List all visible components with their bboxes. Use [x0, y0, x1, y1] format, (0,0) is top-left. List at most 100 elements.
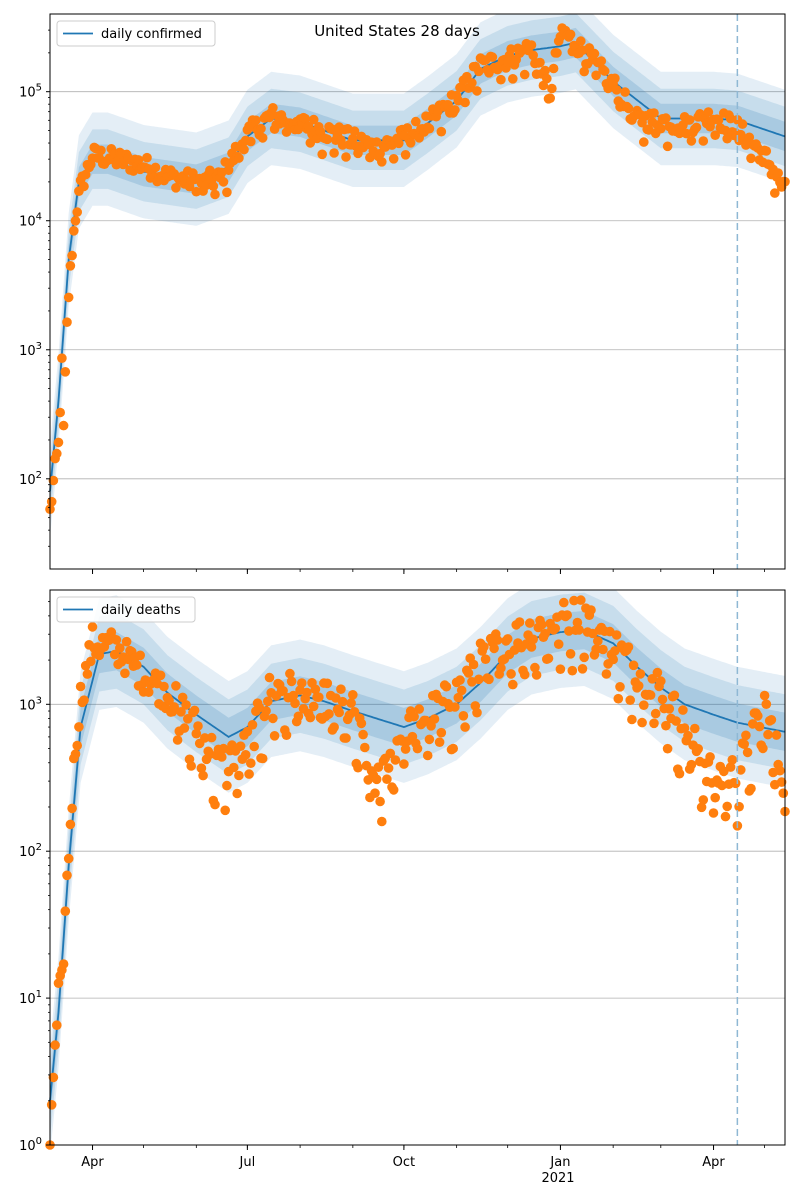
- bottom-observed-point: [574, 625, 584, 635]
- bottom-observed-point: [705, 752, 715, 762]
- bottom-observed-point: [484, 674, 494, 685]
- bottom-observed-point: [388, 785, 399, 795]
- bottom-observed-point: [257, 753, 268, 764]
- top-observed-point: [496, 74, 506, 85]
- top-observed-point: [424, 123, 435, 134]
- bottom-observed-point: [314, 692, 324, 702]
- bottom-observed-point: [383, 763, 394, 773]
- top-observed-point: [773, 168, 783, 178]
- bottom-observed-point: [429, 714, 440, 724]
- bottom-observed-point: [519, 669, 530, 680]
- bottom-observed-point: [635, 669, 646, 679]
- bottom-observed-point: [739, 739, 749, 749]
- top-observed-point: [662, 141, 673, 152]
- bottom-observed-point: [189, 705, 200, 716]
- top-observed-point: [698, 136, 709, 146]
- bottom-observed-point: [514, 617, 525, 627]
- top-legend: daily confirmed: [56, 20, 216, 47]
- bottom-observed-point: [645, 690, 656, 700]
- bottom-observed-point: [172, 735, 183, 745]
- bottom-observed-point: [75, 681, 86, 692]
- bottom-observed-point: [246, 758, 256, 768]
- bottom-observed-point: [754, 721, 765, 732]
- bottom-observed-point: [613, 693, 624, 704]
- bottom-observed-point: [424, 734, 435, 745]
- bottom-observed-point: [679, 723, 690, 733]
- bottom-observed-point: [591, 644, 601, 655]
- bottom-observed-point: [53, 978, 64, 988]
- top-observed-point: [80, 169, 91, 180]
- bottom-observed-point: [261, 706, 271, 716]
- bottom-observed-point: [143, 687, 154, 697]
- bottom-observed-point: [543, 653, 554, 664]
- bottom-observed-point: [50, 1040, 60, 1050]
- bottom-observed-point: [502, 634, 513, 644]
- bottom-observed-point: [135, 650, 145, 661]
- bottom-observed-point: [531, 670, 542, 680]
- bottom-observed-point: [67, 803, 77, 814]
- bottom-observed-point: [460, 722, 470, 732]
- bottom-observed-point: [414, 704, 425, 714]
- top-observed-point: [234, 153, 244, 163]
- bottom-observed-point: [540, 628, 550, 639]
- bottom-observed-point: [736, 765, 746, 775]
- bottom-observed-point: [766, 715, 777, 725]
- top-observed-point: [388, 154, 399, 164]
- top-observed-point: [526, 40, 537, 50]
- bottom-observed-point: [382, 774, 392, 784]
- top-observed-point: [239, 144, 249, 155]
- top-observed-point: [208, 181, 219, 191]
- bottom-observed-point: [285, 668, 295, 679]
- bottom-observed-point: [572, 617, 583, 628]
- bottom-observed-point: [377, 816, 387, 827]
- top-ytick-label: 103: [19, 341, 42, 359]
- bottom-observed-point: [290, 698, 300, 709]
- bottom-observed-point: [155, 670, 166, 681]
- top-y-axis: 102 103 104 105: [19, 29, 50, 547]
- bottom-observed-point: [753, 711, 763, 721]
- top-observed-point: [69, 226, 79, 236]
- top-observed-point: [450, 105, 460, 115]
- bottom-observed-point: [579, 652, 589, 663]
- bottom-observed-point: [526, 642, 537, 652]
- top-observed-point: [53, 437, 64, 448]
- top-observed-point: [443, 100, 453, 110]
- bottom-observed-point: [586, 605, 596, 615]
- top-observed-point: [57, 353, 67, 364]
- bottom-observed-point: [52, 1020, 62, 1030]
- bottom-observed-point: [650, 708, 661, 719]
- bottom-observed-point: [450, 702, 460, 712]
- bottom-observed-point: [436, 727, 447, 738]
- bottom-observed-point: [496, 663, 506, 673]
- top-observed-point: [467, 78, 477, 88]
- bottom-observed-point: [778, 788, 789, 798]
- bottom-observed-point: [115, 643, 125, 653]
- top-observed-point: [576, 36, 586, 46]
- bottom-observed-point: [234, 770, 244, 781]
- bottom-observed-point: [746, 783, 756, 794]
- top-observed-point: [686, 136, 697, 146]
- bottom-observed-point: [456, 685, 467, 696]
- top-observed-point: [508, 74, 518, 84]
- bottom-observed-point: [661, 720, 671, 731]
- bottom-observed-point: [710, 792, 720, 803]
- top-observed-point: [210, 189, 220, 200]
- bottom-observed-point: [652, 667, 663, 678]
- bottom-legend: daily deaths: [56, 596, 196, 623]
- top-observed-point: [400, 150, 411, 160]
- bottom-observed-point: [169, 702, 179, 712]
- bottom-observed-point: [132, 660, 142, 670]
- top-observed-point: [599, 66, 610, 76]
- top-observed-point: [305, 138, 316, 148]
- bottom-observed-point: [422, 750, 433, 761]
- top-observed-point: [48, 475, 59, 486]
- bottom-uncertainty-bands: [50, 590, 785, 1145]
- bottom-observed-point: [269, 731, 280, 741]
- top-observed-point: [746, 153, 756, 164]
- bottom-observed-point: [479, 642, 489, 652]
- bottom-observed-point: [649, 718, 659, 729]
- top-observed-point: [150, 162, 161, 173]
- top-observed-point: [591, 70, 601, 81]
- top-observed-point: [579, 66, 589, 77]
- top-observed-point: [348, 133, 358, 144]
